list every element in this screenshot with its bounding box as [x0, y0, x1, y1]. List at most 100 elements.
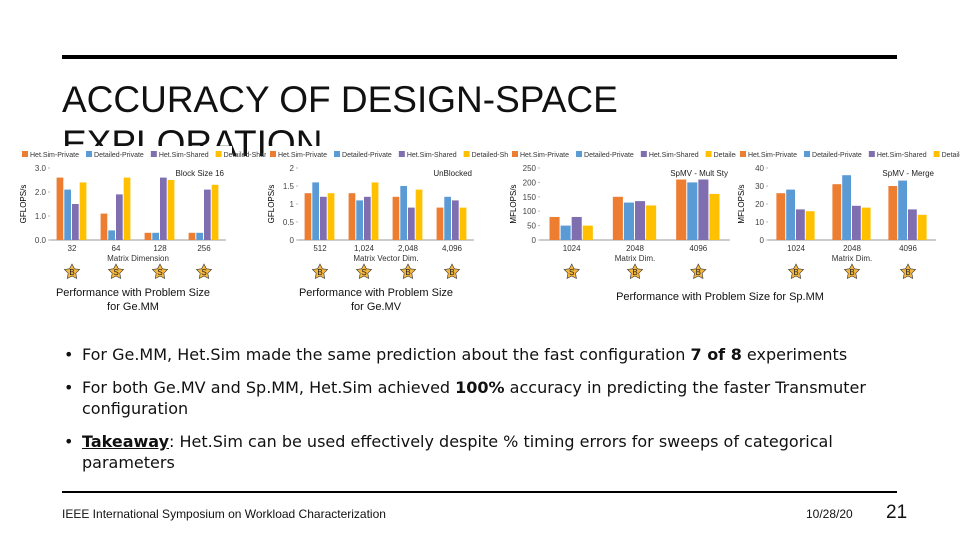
legend-label: Het.Sim-Shared: [159, 152, 209, 159]
bar: [786, 189, 795, 240]
y-tick-label: 0: [760, 236, 765, 245]
chart-caption: Performance with Problem Size for Ge.MM: [56, 287, 210, 313]
x-tick-label: 2,048: [398, 244, 419, 253]
star-letter: S: [201, 268, 206, 277]
chart-caption: Performance with Problem Size for Sp.MM: [616, 291, 824, 303]
x-tick-label: 1024: [787, 244, 805, 253]
legend-label: Het.Sim-Shared: [877, 152, 927, 159]
bar: [709, 193, 720, 240]
caption-line: for Ge.MM: [107, 301, 159, 313]
bar: [116, 194, 123, 240]
bar: [64, 189, 71, 240]
bar: [908, 209, 917, 240]
bar: [320, 196, 327, 240]
x-tick-label: 1,024: [354, 244, 375, 253]
bullet: For Ge.MM, Het.Sim made the same predict…: [62, 344, 892, 365]
star-icon: [563, 263, 580, 280]
bar: [623, 202, 634, 240]
bar: [56, 177, 64, 240]
y-tick-label: 0: [290, 236, 295, 245]
star-letter: B: [405, 268, 410, 277]
bullet-text: 100%: [455, 378, 505, 397]
bar: [459, 207, 467, 240]
bar: [415, 189, 423, 240]
legend-label: Het.Sim-Private: [748, 152, 797, 159]
chart-caption: Performance with Problem Size for Ge.MV: [299, 287, 453, 313]
y-tick-label: 40: [755, 164, 764, 173]
bullet: For both Ge.MV and Sp.MM, Het.Sim achiev…: [62, 377, 892, 419]
star-icon: [690, 263, 707, 280]
y-axis-label: MFLOPS/s: [737, 184, 746, 223]
y-tick-label: 200: [523, 178, 537, 187]
bar: [796, 209, 805, 240]
y-tick-label: 1.0: [35, 212, 47, 221]
x-tick-label: 4096: [689, 244, 707, 253]
bar: [776, 193, 786, 240]
star-letter: B: [449, 268, 454, 277]
bullet: Takeaway: Het.Sim can be used effectivel…: [62, 431, 892, 473]
legend-swatch: [463, 151, 470, 157]
legend-swatch: [334, 151, 341, 157]
y-tick-label: 50: [527, 222, 536, 231]
footer-date: 10/28/20: [806, 507, 853, 521]
bar: [635, 201, 646, 240]
x-axis-label: Matrix Dim.: [832, 254, 872, 263]
star-letter: B: [317, 268, 322, 277]
x-tick-label: 256: [197, 244, 211, 253]
legend-label: Detailed-Private: [94, 152, 144, 159]
x-tick-label: 512: [313, 244, 327, 253]
legend-label: Het.Sim-Shared: [407, 152, 457, 159]
y-tick-label: 10: [755, 218, 764, 227]
bullet-text: 7 of 8: [690, 345, 742, 364]
star-letter: B: [69, 268, 74, 277]
bar: [72, 204, 79, 240]
y-tick-label: 100: [523, 207, 537, 216]
bar: [100, 213, 108, 240]
bar: [364, 196, 371, 240]
bar: [188, 232, 196, 240]
star-letter: S: [157, 268, 162, 277]
bullet-text: accuracy in predicting the faster Transm…: [82, 378, 866, 418]
bar: [152, 232, 159, 240]
bar: [452, 200, 459, 240]
bar: [356, 200, 363, 240]
y-tick-label: 2.0: [35, 188, 47, 197]
y-tick-label: 250: [523, 164, 537, 173]
star-letter: B: [849, 268, 854, 277]
bullet-text: For both Ge.MV and Sp.MM, Het.Sim achiev…: [82, 378, 456, 397]
x-tick-label: 32: [68, 244, 77, 253]
bar: [436, 207, 444, 240]
legend-label: Detailed-Shared: [472, 152, 523, 159]
bar: [400, 186, 407, 240]
star-icon: [399, 263, 417, 280]
star-icon: [626, 263, 644, 280]
star-icon: [63, 263, 81, 280]
bar: [108, 230, 115, 240]
bullet-text: : Het.Sim can be used effectively despit…: [82, 432, 833, 472]
x-tick-label: 2048: [626, 244, 644, 253]
star-letter: B: [696, 268, 701, 277]
chart-annotation: UnBlocked: [433, 169, 472, 178]
chart-annotation: Block Size 16: [176, 169, 225, 178]
legend-swatch: [270, 151, 276, 157]
legend-swatch: [933, 151, 940, 157]
bar: [888, 186, 898, 240]
y-tick-label: 20: [755, 200, 764, 209]
y-tick-label: 0.5: [283, 218, 295, 227]
legend-swatch: [22, 151, 28, 157]
bar: [612, 196, 623, 240]
bar: [304, 193, 312, 240]
bar: [327, 193, 335, 240]
bar: [917, 214, 927, 240]
legend-label: Detailed-Private: [342, 152, 392, 159]
y-tick-label: 0.0: [35, 236, 47, 245]
star-icon: [899, 263, 917, 280]
star-letter: S: [361, 268, 366, 277]
bar: [571, 216, 582, 240]
bar: [560, 225, 571, 240]
legend-swatch: [804, 151, 811, 157]
bar: [805, 211, 815, 240]
caption-line: Performance with Problem Size: [56, 287, 210, 299]
bar: [371, 182, 379, 240]
